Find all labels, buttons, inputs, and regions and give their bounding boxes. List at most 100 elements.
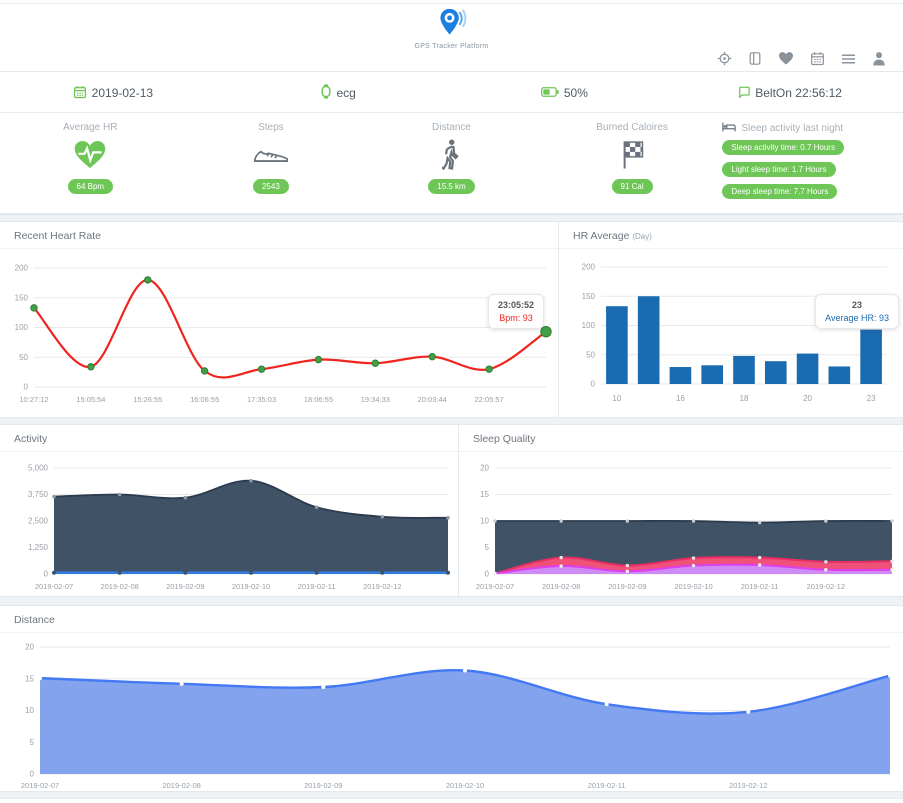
info-device-mode-text: ecg <box>336 86 356 100</box>
info-belt-status-text: BeltOn 22:56:12 <box>755 86 842 100</box>
info-battery-text: 50% <box>563 86 588 100</box>
svg-text:18:06:55: 18:06:55 <box>304 395 333 404</box>
svg-text:0: 0 <box>591 380 596 389</box>
sleep-quality-chart[interactable]: 0 5 10 15 20 2019-02-07 2019-02-08 2019-02-09 20… <box>465 458 899 596</box>
walking-person-icon <box>442 138 460 172</box>
heart-rate-row: Recent Heart Rate 0 50 100 150 200 10:27:12 15… <box>0 222 903 417</box>
svg-text:15: 15 <box>480 490 489 499</box>
heart-rate-tooltip-value: Bpm: 93 <box>499 313 533 323</box>
svg-text:1,250: 1,250 <box>28 543 49 552</box>
svg-text:200: 200 <box>15 264 29 273</box>
svg-text:2019-02-09: 2019-02-09 <box>304 781 342 790</box>
hr-average-chart[interactable]: 0 50 100 150 200 10 16 18 20 23 <box>565 255 900 417</box>
svg-text:10: 10 <box>480 517 489 526</box>
heart-rate-tooltip: 23:05:52 Bpm: 93 <box>487 294 544 329</box>
calendar-icon[interactable] <box>809 51 825 67</box>
stat-distance-badge: 15.5 km <box>428 179 475 194</box>
sleep-quality-card: Sleep Quality 0 5 10 15 20 2019-02-07 2019-02-… <box>459 425 903 596</box>
svg-text:20: 20 <box>25 643 34 652</box>
stat-sleep-activity: Sleep activity last night Sleep activity… <box>722 122 903 199</box>
heart-ecg-icon <box>72 138 108 172</box>
svg-text:19:34:33: 19:34:33 <box>361 395 390 404</box>
sleep-badges: Sleep activity time: 0.7 Hours Light sle… <box>722 140 844 199</box>
svg-text:18: 18 <box>740 394 749 403</box>
logo-header: GPS Tracker Platform <box>0 4 903 50</box>
svg-text:2019-02-08: 2019-02-08 <box>100 582 138 591</box>
activity-card: Activity 0 1,250 2,500 3,750 5,000 2019-02-07… <box>0 425 459 596</box>
hr-average-tooltip-hour: 23 <box>852 300 863 310</box>
svg-text:2019-02-10: 2019-02-10 <box>674 582 712 591</box>
svg-text:17:35:03: 17:35:03 <box>247 395 276 404</box>
distance-card: Distance 0 5 10 15 20 2019-02-07 2019-02-08 201… <box>0 606 903 791</box>
bed-icon <box>722 122 737 135</box>
distance-chart[interactable]: 0 5 10 15 20 2019-02-07 2019-02-08 2019-02-09 20… <box>6 639 894 791</box>
info-date: 2019-02-13 <box>0 84 226 102</box>
hr-average-title-suffix: (Day) <box>632 232 652 241</box>
svg-text:23: 23 <box>867 394 876 403</box>
page: GPS Tracker Platform <box>0 3 903 799</box>
hr-average-title: HR Average (Day) <box>559 222 903 249</box>
info-date-text: 2019-02-13 <box>91 86 154 100</box>
toolbar <box>0 46 903 72</box>
hr-average-tooltip: 23 Average HR: 93 <box>815 294 899 329</box>
heart-rate-tooltip-time: 23:05:52 <box>497 300 534 310</box>
svg-text:200: 200 <box>582 263 596 272</box>
svg-text:2019-02-09: 2019-02-09 <box>608 582 646 591</box>
svg-text:100: 100 <box>15 323 29 332</box>
sleep-quality-title: Sleep Quality <box>459 425 903 452</box>
light-sleep-badge: Light sleep time: 1.7 Hours <box>722 162 836 177</box>
stat-steps-label: Steps <box>258 122 284 133</box>
stat-burned-calories-label: Burned Caloires <box>596 122 668 133</box>
svg-text:0: 0 <box>24 383 29 392</box>
stat-burned-calories: Burned Caloires 91 Cal <box>542 122 723 199</box>
svg-text:10: 10 <box>25 706 34 715</box>
info-belt-status: BeltOn 22:56:12 <box>677 84 903 102</box>
stat-average-hr-label: Average HR <box>63 122 118 133</box>
menu-icon[interactable] <box>840 51 856 67</box>
info-device-mode: ecg <box>226 84 452 102</box>
svg-text:22:05:57: 22:05:57 <box>475 395 504 404</box>
svg-text:20: 20 <box>480 464 489 473</box>
svg-text:2019-02-12: 2019-02-12 <box>729 781 767 790</box>
svg-text:2019-02-08: 2019-02-08 <box>542 582 580 591</box>
stat-burned-calories-badge: 91 Cal <box>611 179 653 194</box>
activity-sleep-row: Activity 0 1,250 2,500 3,750 5,000 2019-02-07… <box>0 425 903 596</box>
section-gap <box>0 417 903 425</box>
svg-text:150: 150 <box>582 292 596 301</box>
stat-steps: Steps 2543 <box>181 122 362 199</box>
map-icon[interactable] <box>747 51 763 67</box>
svg-text:0: 0 <box>30 770 35 779</box>
svg-text:20: 20 <box>803 394 812 403</box>
recent-heart-rate-title: Recent Heart Rate <box>0 222 558 249</box>
svg-text:10:27:12: 10:27:12 <box>19 395 48 404</box>
stats-row: Average HR 64 Bpm Steps <box>0 113 903 213</box>
distance-title: Distance <box>0 606 903 633</box>
device-info-bar: 2019-02-13 ecg <box>0 72 903 113</box>
svg-text:5,000: 5,000 <box>28 464 49 473</box>
app-title: GPS Tracker Platform <box>414 43 489 50</box>
svg-text:0: 0 <box>44 570 49 579</box>
locate-icon[interactable] <box>716 51 732 67</box>
recent-heart-rate-chart[interactable]: 0 50 100 150 200 10:27:12 15:05:54 15:26:55 16:0… <box>6 255 554 417</box>
svg-text:5: 5 <box>485 543 490 552</box>
svg-text:20:03:44: 20:03:44 <box>418 395 447 404</box>
heart-icon[interactable] <box>778 51 794 67</box>
section-gap <box>0 214 903 222</box>
stat-steps-badge: 2543 <box>252 179 289 194</box>
svg-text:5: 5 <box>30 738 35 747</box>
sleep-activity-badge: Sleep activity time: 0.7 Hours <box>722 140 844 155</box>
svg-text:0: 0 <box>485 570 490 579</box>
finish-flag-icon <box>618 138 646 172</box>
hr-average-tooltip-value: Average HR: 93 <box>825 313 889 323</box>
calendar-green-icon <box>73 85 87 102</box>
svg-text:2019-02-12: 2019-02-12 <box>807 582 845 591</box>
svg-text:16:06:55: 16:06:55 <box>190 395 219 404</box>
activity-chart[interactable]: 0 1,250 2,500 3,750 5,000 2019-02-07 2019-02-0… <box>6 458 454 596</box>
svg-text:2019-02-07: 2019-02-07 <box>35 582 73 591</box>
svg-text:100: 100 <box>582 321 596 330</box>
stat-average-hr-badge: 64 Bpm <box>67 179 114 194</box>
stat-average-hr: Average HR 64 Bpm <box>0 122 181 199</box>
user-icon[interactable] <box>871 51 887 67</box>
stat-distance-label: Distance <box>432 122 471 133</box>
svg-text:3,750: 3,750 <box>28 490 49 499</box>
